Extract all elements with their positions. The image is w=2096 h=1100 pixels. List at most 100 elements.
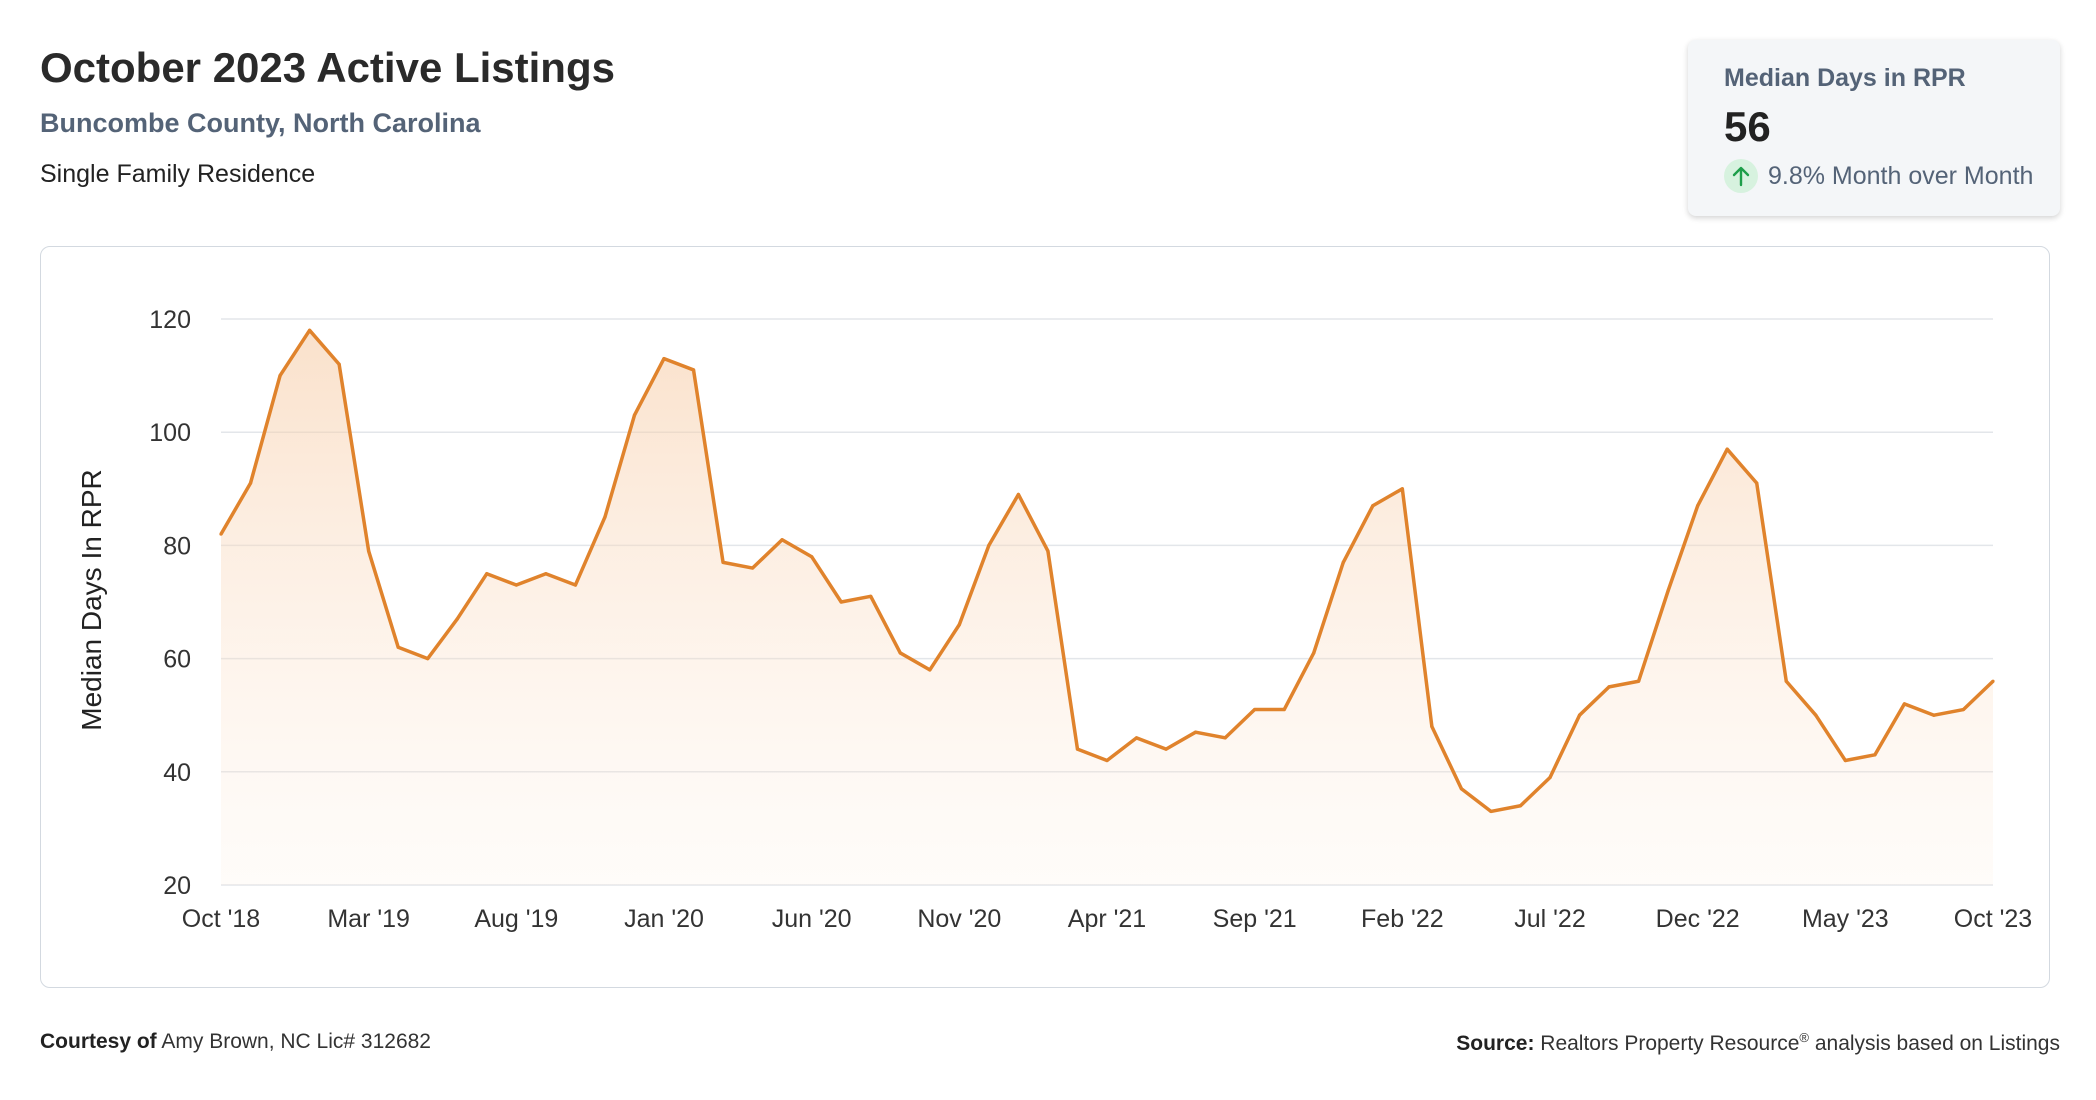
property-type-label: Single Family Residence <box>40 160 316 188</box>
data-point <box>485 572 489 576</box>
data-point <box>898 651 902 655</box>
metric-change: 9.8% Month over Month <box>1724 159 2060 193</box>
data-point <box>1282 707 1286 712</box>
data-point <box>544 572 548 576</box>
x-tick-label: Aug '19 <box>474 905 558 933</box>
chart-card: 20 40 60 80 100 120 Oct '18 Mar '19 Aug '19 Jan … <box>40 246 2050 988</box>
x-tick-label: Oct '23 <box>1954 905 2032 933</box>
data-point <box>248 481 253 485</box>
courtesy-note: Courtesy of Amy Brown, NC Lic# 312682 <box>40 1030 431 1054</box>
series-points <box>219 328 1995 814</box>
data-point <box>514 583 518 587</box>
data-point <box>1725 447 1729 451</box>
data-point <box>1518 804 1523 808</box>
data-point <box>1489 809 1493 814</box>
data-point <box>337 362 341 366</box>
x-tick-label: Oct '18 <box>182 905 260 933</box>
data-point <box>691 368 696 372</box>
x-tick-label: Dec '22 <box>1656 905 1740 933</box>
data-point <box>1400 487 1404 491</box>
y-tick-label: 120 <box>149 306 191 334</box>
x-tick-label: Jul '22 <box>1514 905 1585 933</box>
page-title: October 2023 Active Listings <box>40 44 615 91</box>
data-point <box>957 623 961 627</box>
data-point <box>1430 724 1434 729</box>
arrow-up-icon <box>1724 159 1758 193</box>
source-text-2: analysis based on Listings <box>1809 1032 2060 1055</box>
data-point <box>751 566 755 570</box>
source-note: Source: Realtors Property Resource® anal… <box>1456 1030 2060 1056</box>
metric-card: Median Days in RPR 56 9.8% Month over Mo… <box>1688 40 2060 216</box>
data-point <box>1873 753 1877 757</box>
x-tick-label: Sep '21 <box>1213 905 1297 933</box>
y-tick-label: 40 <box>163 759 191 787</box>
data-point <box>396 645 400 649</box>
data-point <box>1459 787 1463 791</box>
y-axis-ticks: 20 40 60 80 100 120 <box>149 306 191 900</box>
x-tick-label: May '23 <box>1802 905 1889 933</box>
data-point <box>721 560 725 564</box>
x-tick-label: Feb '22 <box>1361 905 1444 933</box>
metric-value: 56 <box>1724 103 1771 150</box>
data-point <box>632 413 637 417</box>
data-point <box>219 532 223 536</box>
x-tick-label: Mar '19 <box>327 905 410 933</box>
data-point <box>1696 504 1700 508</box>
y-tick-label: 60 <box>163 646 191 674</box>
source-label: Source: <box>1456 1032 1535 1055</box>
data-point <box>367 549 371 553</box>
data-point <box>869 594 873 598</box>
chart-svg: 20 40 60 80 100 120 Oct '18 Mar '19 Aug '19 Jan … <box>76 306 2032 933</box>
courtesy-label: Courtesy of <box>40 1030 157 1053</box>
data-point <box>1637 679 1641 683</box>
data-point <box>1784 679 1788 683</box>
source-text-1: Realtors Property Resource <box>1534 1032 1800 1055</box>
data-point <box>1046 549 1050 553</box>
x-tick-label: Jun '20 <box>772 905 852 933</box>
y-tick-label: 100 <box>149 419 191 447</box>
y-tick-label: 20 <box>163 872 191 900</box>
data-point <box>1341 560 1345 564</box>
data-point <box>1371 504 1375 508</box>
data-point <box>1194 730 1198 734</box>
data-point <box>1075 747 1080 751</box>
x-axis-ticks: Oct '18 Mar '19 Aug '19 Jan '20 Jun '20 Nov '… <box>182 905 2032 933</box>
location-subtitle: Buncombe County, North Carolina <box>40 108 481 138</box>
x-tick-label: Apr '21 <box>1068 905 1146 933</box>
data-point <box>1755 481 1759 485</box>
data-point <box>308 328 312 332</box>
x-tick-label: Jan '20 <box>624 905 704 933</box>
data-point <box>426 657 430 661</box>
data-point <box>1312 651 1316 655</box>
data-point <box>810 555 814 559</box>
data-point <box>1016 492 1021 497</box>
data-point <box>1932 713 1936 717</box>
data-point <box>987 543 991 547</box>
data-point <box>1164 747 1168 751</box>
data-point <box>1666 589 1670 593</box>
y-axis-label: Median Days In RPR <box>76 469 107 730</box>
registered-mark: ® <box>1799 1030 1809 1045</box>
data-point <box>780 538 784 542</box>
data-point <box>1607 685 1611 689</box>
data-point <box>1814 713 1818 717</box>
data-point <box>839 600 843 604</box>
data-point <box>1105 758 1109 763</box>
series-area <box>221 330 1993 885</box>
data-point <box>603 515 607 519</box>
data-point <box>662 357 666 361</box>
data-point <box>1843 758 1847 763</box>
data-point <box>1961 707 1966 712</box>
data-point <box>1223 736 1227 740</box>
x-tick-label: Nov '20 <box>917 905 1001 933</box>
data-point <box>455 617 459 621</box>
data-point <box>1253 707 1257 712</box>
data-point <box>1991 679 1995 683</box>
data-point <box>573 583 578 587</box>
data-point <box>1577 713 1582 717</box>
data-point <box>928 668 932 672</box>
metric-change-text: 9.8% Month over Month <box>1768 161 2034 190</box>
courtesy-text: Amy Brown, NC Lic# 312682 <box>156 1030 431 1053</box>
y-tick-label: 80 <box>163 532 191 560</box>
data-point <box>1548 775 1552 780</box>
